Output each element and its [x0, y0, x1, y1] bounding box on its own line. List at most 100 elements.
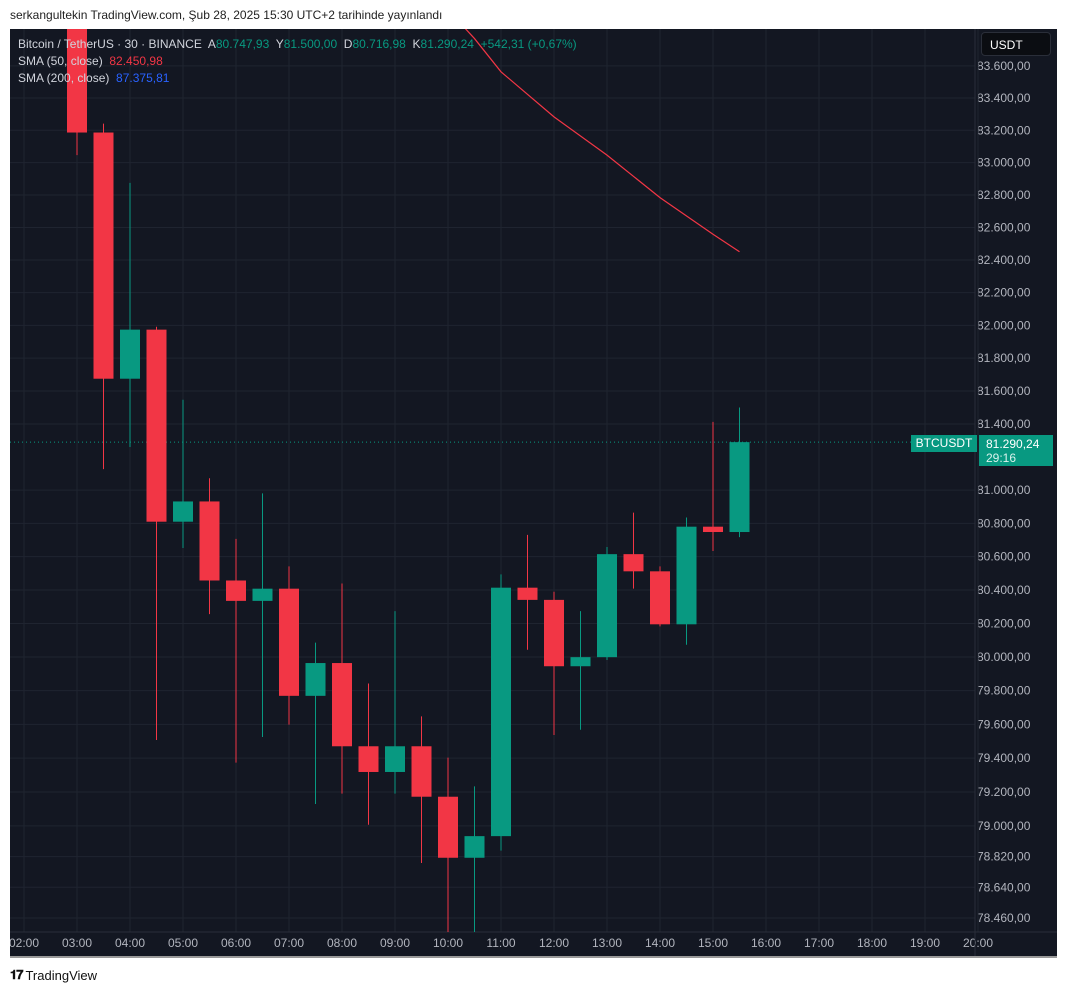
candle-down	[703, 526, 723, 533]
price-axis-label: 81.600,00	[977, 384, 1031, 398]
candle-up	[676, 526, 697, 625]
change-value: +542,31 (+0,67%)	[480, 37, 577, 51]
sma50-label: SMA (50, close)	[18, 54, 103, 68]
price-axis-label: 80.800,00	[977, 516, 1031, 530]
price-axis-label: 79.800,00	[977, 684, 1031, 698]
time-axis-label: 10:00	[433, 936, 463, 950]
open-label: A	[207, 37, 216, 51]
close-value: 81.290,24	[420, 37, 474, 51]
currency-button[interactable]: USDT	[981, 32, 1051, 56]
price-axis-label: 80.600,00	[977, 550, 1031, 564]
price-axis-label: 82.200,00	[977, 286, 1031, 300]
price-axis-label: 78.820,00	[977, 850, 1031, 864]
candle-down	[226, 580, 246, 601]
price-axis-label: 80.400,00	[977, 583, 1031, 597]
candle-up	[729, 442, 750, 533]
candle-down	[279, 588, 299, 696]
candle-up	[491, 587, 511, 837]
time-axis-label: 19:00	[910, 936, 940, 950]
candle-up	[252, 588, 273, 601]
candle-down	[650, 571, 670, 625]
candlestick-chart[interactable]: 83.600,00 83.400,00 83.200,00 83.000,00 82.8…	[10, 29, 1057, 956]
time-axis-label: 02:00	[10, 936, 39, 950]
candle-down	[358, 746, 379, 772]
close-label: K	[412, 37, 421, 51]
tradingview-logo-icon: 𝟏𝟕	[10, 967, 24, 982]
current-price-tag: 81.290,24 29:16	[979, 435, 1053, 466]
time-axis-label: 04:00	[115, 936, 145, 950]
time-axis-label: 15:00	[698, 936, 728, 950]
price-axis-label: 79.400,00	[977, 751, 1031, 765]
candle-down	[332, 663, 352, 747]
price-axis-label: 82.600,00	[977, 220, 1031, 234]
time-axis-label: 16:00	[751, 936, 781, 950]
candle-down	[517, 587, 538, 600]
price-axis-label: 83.600,00	[977, 59, 1031, 73]
time-axis-label: 07:00	[274, 936, 304, 950]
price-axis-label: 83.400,00	[977, 91, 1031, 105]
price-axis-label: 80.200,00	[977, 616, 1031, 630]
legend-sma200-row[interactable]: SMA (200, close) 87.375,81	[18, 70, 577, 87]
time-axis-label: 03:00	[62, 936, 92, 950]
candle-up	[120, 329, 140, 379]
price-axis-label: 82.000,00	[977, 318, 1031, 332]
price-axis-label: 83.000,00	[977, 156, 1031, 170]
price-axis-label: 78.460,00	[977, 911, 1031, 925]
price-axis-label: 83.200,00	[977, 123, 1031, 137]
symbol-title[interactable]: Bitcoin / TetherUS · 30 · BINANCE	[18, 37, 202, 51]
candle-up	[570, 657, 591, 667]
legend-ohlc-row: Bitcoin / TetherUS · 30 · BINANCE A80.74…	[18, 36, 577, 53]
candle-up	[305, 663, 326, 696]
price-axis-label: 81.400,00	[977, 417, 1031, 431]
candle-down	[199, 501, 220, 581]
plot-area	[10, 29, 975, 932]
sma50-line	[464, 29, 740, 253]
candle-up	[464, 836, 485, 858]
low-label: D	[343, 37, 353, 51]
high-label: Y	[275, 37, 284, 51]
price-axis-label: 79.200,00	[977, 785, 1031, 799]
time-axis-label: 05:00	[168, 936, 198, 950]
price-axis-label: 82.800,00	[977, 188, 1031, 202]
price-axis-label: 79.000,00	[977, 819, 1031, 833]
price-axis-label: 81.000,00	[977, 483, 1031, 497]
candle-down	[146, 329, 167, 522]
time-axis-label: 11:00	[486, 936, 515, 950]
candle-down	[67, 29, 87, 133]
time-axis-label: 18:00	[857, 936, 887, 950]
tradingview-footer[interactable]: 𝟏𝟕 TradingView	[10, 967, 97, 983]
chart-legend: Bitcoin / TetherUS · 30 · BINANCE A80.74…	[18, 36, 577, 87]
open-value: 80.747,93	[215, 37, 270, 51]
candle-up	[385, 746, 405, 772]
candle-down	[544, 599, 564, 667]
candle-up	[173, 501, 193, 522]
time-axis-label: 08:00	[327, 936, 357, 950]
chart-frame[interactable]: 83.600,00 83.400,00 83.200,00 83.000,00 82.8…	[10, 29, 1057, 958]
time-axis-label: 09:00	[380, 936, 410, 950]
candle-up	[597, 554, 617, 658]
brand-name: TradingView	[25, 967, 98, 983]
high-value: 81.500,00	[283, 37, 338, 51]
low-value: 80.716,98	[352, 37, 406, 51]
price-axis-label: 82.400,00	[977, 253, 1031, 267]
publisher-line: serkangultekin TradingView.com, Şub 28, …	[10, 8, 443, 22]
time-axis-label: 14:00	[645, 936, 675, 950]
time-axis-label: 17:00	[804, 936, 834, 950]
time-axis-label: 20:00	[963, 936, 993, 950]
sma200-label: SMA (200, close)	[18, 71, 110, 85]
price-axis-label: 78.640,00	[977, 880, 1031, 894]
current-price: 81.290,24	[986, 437, 1040, 451]
price-axis-label: 79.600,00	[977, 717, 1031, 731]
sma200-value: 87.375,81	[116, 71, 170, 85]
price-axis-label: 81.800,00	[977, 351, 1031, 365]
candle-down	[93, 132, 114, 379]
price-axis-label: 80.000,00	[977, 650, 1031, 664]
time-axis-label: 12:00	[539, 936, 569, 950]
bar-countdown: 29:16	[986, 451, 1017, 465]
time-axis-label: 06:00	[221, 936, 251, 950]
legend-sma50-row[interactable]: SMA (50, close) 82.450,98	[18, 53, 577, 70]
candle-down	[411, 746, 432, 797]
candle-down	[623, 554, 644, 572]
candle-down	[438, 796, 458, 858]
symbol-price-tag: BTCUSDT	[911, 435, 977, 452]
